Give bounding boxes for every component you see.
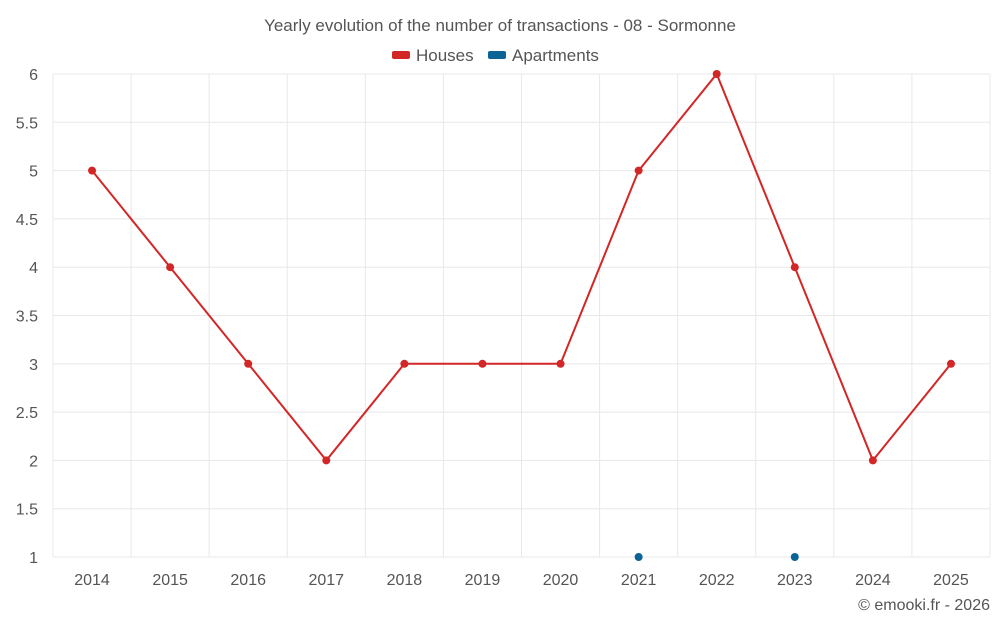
x-axis-ticks: 2014 2015 2016 2017 2018 2019 2020 2021 2022 2023… [74, 572, 969, 589]
x-tick-label: 2022 [699, 572, 735, 589]
legend: Houses Apartments [392, 46, 599, 65]
series-houses [88, 70, 955, 465]
series [88, 70, 955, 561]
data-point-houses-2014[interactable] [88, 166, 97, 175]
legend-item-apartments[interactable]: Apartments [488, 46, 599, 65]
grid [52, 73, 991, 558]
data-point-houses-2021[interactable] [634, 166, 643, 175]
data-point-houses-2017[interactable] [322, 456, 331, 465]
data-point-houses-2018[interactable] [400, 359, 409, 368]
legend-label-apartments: Apartments [512, 46, 599, 65]
data-point-apartments-2023[interactable] [790, 553, 799, 561]
data-point-houses-2023[interactable] [790, 263, 799, 272]
y-tick-label: 3.5 [16, 309, 38, 326]
chart-title: Yearly evolution of the number of transa… [264, 16, 736, 35]
y-tick-label: 2.5 [16, 405, 38, 422]
y-tick-label: 1 [29, 550, 38, 567]
x-tick-label: 2016 [230, 572, 266, 589]
x-tick-label: 2023 [777, 572, 813, 589]
x-tick-label: 2025 [933, 572, 969, 589]
x-tick-label: 2018 [387, 572, 423, 589]
series-line-houses [91, 72, 952, 463]
x-tick-label: 2014 [74, 572, 110, 589]
legend-item-houses[interactable]: Houses [392, 46, 474, 65]
y-tick-label: 4.5 [16, 212, 38, 229]
x-tick-label: 2017 [308, 572, 344, 589]
data-point-houses-2016[interactable] [244, 359, 253, 368]
x-tick-label: 2024 [855, 572, 891, 589]
data-point-apartments-2021[interactable] [634, 553, 643, 561]
y-axis-ticks: 1 1.5 2 2.5 3 3.5 4 4.5 5 5.5 6 [16, 67, 38, 567]
data-point-houses-2015[interactable] [166, 263, 175, 272]
data-point-houses-2019[interactable] [478, 359, 487, 368]
legend-swatch-apartments [488, 51, 506, 59]
y-tick-label: 3 [29, 357, 38, 374]
data-point-houses-2020[interactable] [556, 359, 565, 368]
y-tick-label: 1.5 [16, 502, 38, 519]
x-tick-label: 2020 [543, 572, 579, 589]
data-point-houses-2025[interactable] [946, 359, 955, 368]
x-tick-label: 2015 [152, 572, 188, 589]
y-tick-label: 4 [29, 260, 38, 277]
y-tick-label: 2 [29, 453, 38, 470]
series-apartments [634, 553, 799, 561]
data-point-houses-2024[interactable] [868, 456, 877, 465]
legend-swatch-houses [392, 51, 410, 59]
footer-credit: © emooki.fr - 2026 [858, 597, 990, 614]
x-tick-label: 2021 [621, 572, 657, 589]
data-point-houses-2022[interactable] [712, 70, 721, 78]
y-tick-label: 5.5 [16, 115, 38, 132]
legend-label-houses: Houses [416, 46, 474, 65]
y-tick-label: 5 [29, 164, 38, 181]
x-tick-label: 2019 [465, 572, 501, 589]
y-tick-label: 6 [29, 67, 38, 84]
